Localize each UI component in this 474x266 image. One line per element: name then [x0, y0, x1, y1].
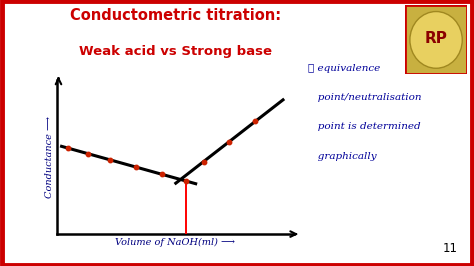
Text: Weak acid vs Strong base: Weak acid vs Strong base — [79, 45, 272, 58]
Text: RP: RP — [425, 31, 447, 46]
Text: 11: 11 — [442, 242, 457, 255]
Text: graphically: graphically — [308, 152, 377, 161]
Y-axis label: Conductance ⟶: Conductance ⟶ — [45, 116, 54, 198]
Text: point/neutralisation: point/neutralisation — [308, 93, 421, 102]
Text: ❖ equivalence: ❖ equivalence — [308, 64, 380, 73]
Ellipse shape — [410, 11, 462, 68]
Text: point is determined: point is determined — [308, 122, 421, 131]
FancyBboxPatch shape — [405, 5, 467, 74]
Text: Conductometric titration:: Conductometric titration: — [70, 8, 281, 23]
X-axis label: Volume of NaOH(ml) ⟶: Volume of NaOH(ml) ⟶ — [115, 238, 236, 247]
